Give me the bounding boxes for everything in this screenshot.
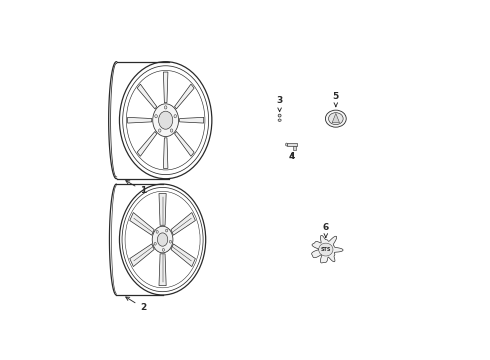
Ellipse shape (170, 240, 172, 243)
Bar (287, 143, 297, 146)
Ellipse shape (152, 226, 173, 253)
Polygon shape (127, 117, 152, 123)
Text: 1: 1 (126, 181, 147, 195)
Ellipse shape (158, 129, 161, 132)
Ellipse shape (156, 230, 158, 233)
Text: 3: 3 (276, 96, 283, 112)
Ellipse shape (154, 242, 156, 245)
Ellipse shape (157, 233, 168, 246)
Polygon shape (137, 131, 157, 156)
Ellipse shape (155, 114, 157, 118)
Ellipse shape (286, 143, 288, 146)
Ellipse shape (171, 129, 173, 132)
Polygon shape (137, 84, 157, 109)
Ellipse shape (159, 111, 173, 129)
Text: 4: 4 (289, 152, 295, 161)
Polygon shape (163, 72, 168, 103)
Polygon shape (179, 117, 204, 123)
Text: 2: 2 (126, 297, 147, 312)
Ellipse shape (278, 114, 281, 117)
Ellipse shape (328, 113, 343, 125)
Ellipse shape (153, 104, 178, 136)
Ellipse shape (174, 114, 176, 118)
Polygon shape (163, 138, 168, 168)
Ellipse shape (318, 243, 333, 256)
Polygon shape (332, 113, 340, 123)
Polygon shape (171, 244, 196, 267)
Polygon shape (171, 212, 196, 235)
Ellipse shape (162, 248, 165, 251)
Polygon shape (159, 193, 166, 225)
Polygon shape (174, 131, 194, 156)
Polygon shape (159, 254, 166, 285)
Ellipse shape (325, 110, 346, 127)
Polygon shape (130, 212, 154, 235)
Polygon shape (312, 235, 343, 263)
Bar (294, 146, 295, 150)
Ellipse shape (164, 106, 167, 109)
Polygon shape (174, 84, 194, 109)
Ellipse shape (166, 229, 168, 232)
Text: STS: STS (320, 247, 331, 252)
Polygon shape (278, 119, 281, 122)
Text: 6: 6 (323, 222, 329, 237)
Text: 5: 5 (333, 92, 339, 107)
Polygon shape (130, 244, 154, 267)
